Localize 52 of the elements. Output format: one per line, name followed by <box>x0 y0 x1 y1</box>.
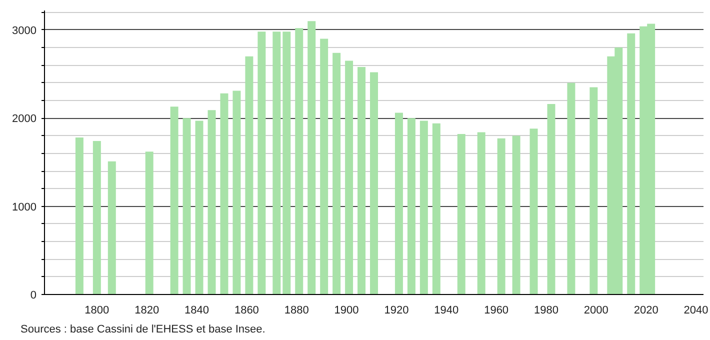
bar <box>92 141 101 294</box>
bar <box>530 128 538 294</box>
x-tick-label: 1860 <box>234 304 259 316</box>
x-tick-label: 2020 <box>634 304 658 316</box>
x-tick-label: 1900 <box>334 304 359 316</box>
bar <box>320 38 328 294</box>
bar <box>195 120 204 294</box>
bar <box>457 134 466 294</box>
y-tick-label: 2000 <box>12 113 37 126</box>
x-tick-label: 1840 <box>184 304 210 316</box>
bar <box>497 138 506 294</box>
bar <box>272 32 281 294</box>
bar <box>512 136 520 294</box>
x-tick-label: 2040 <box>684 304 708 316</box>
bar <box>182 118 191 294</box>
x-tick-label: 1980 <box>534 304 558 316</box>
x-tick-label: 1940 <box>434 304 459 316</box>
bar <box>567 82 576 294</box>
y-tick-label: 0 <box>30 290 37 302</box>
bar <box>345 60 354 294</box>
bar <box>420 120 428 294</box>
source-note: Sources : base Cassini de l'EHESS et base Insee. <box>20 324 266 336</box>
bar <box>407 118 416 294</box>
bar <box>258 32 266 294</box>
x-tick-label: 1960 <box>484 304 509 316</box>
bar <box>232 90 241 294</box>
bar <box>220 93 228 294</box>
x-tick-label: 2000 <box>584 304 608 316</box>
bar <box>358 66 366 294</box>
bar <box>295 28 304 294</box>
x-tick-label: 1820 <box>134 304 160 316</box>
bar <box>394 112 403 294</box>
bar <box>627 33 636 294</box>
x-tick-label: 1880 <box>284 304 309 316</box>
bar <box>208 110 216 294</box>
bar <box>170 106 178 294</box>
x-tick-label: 1800 <box>84 304 110 316</box>
bar <box>308 21 316 294</box>
bar <box>332 52 341 294</box>
bar <box>547 104 556 294</box>
y-tick-label: 1000 <box>12 201 37 214</box>
bar <box>75 138 84 294</box>
bar <box>145 152 154 294</box>
bar <box>245 56 254 294</box>
bar <box>108 161 116 294</box>
bar <box>370 72 378 294</box>
y-tick-label: 3000 <box>12 24 37 37</box>
bar <box>590 87 598 294</box>
bar <box>477 132 486 294</box>
x-tick-label: 1920 <box>384 304 409 316</box>
bar <box>432 123 440 294</box>
bar <box>282 32 291 294</box>
